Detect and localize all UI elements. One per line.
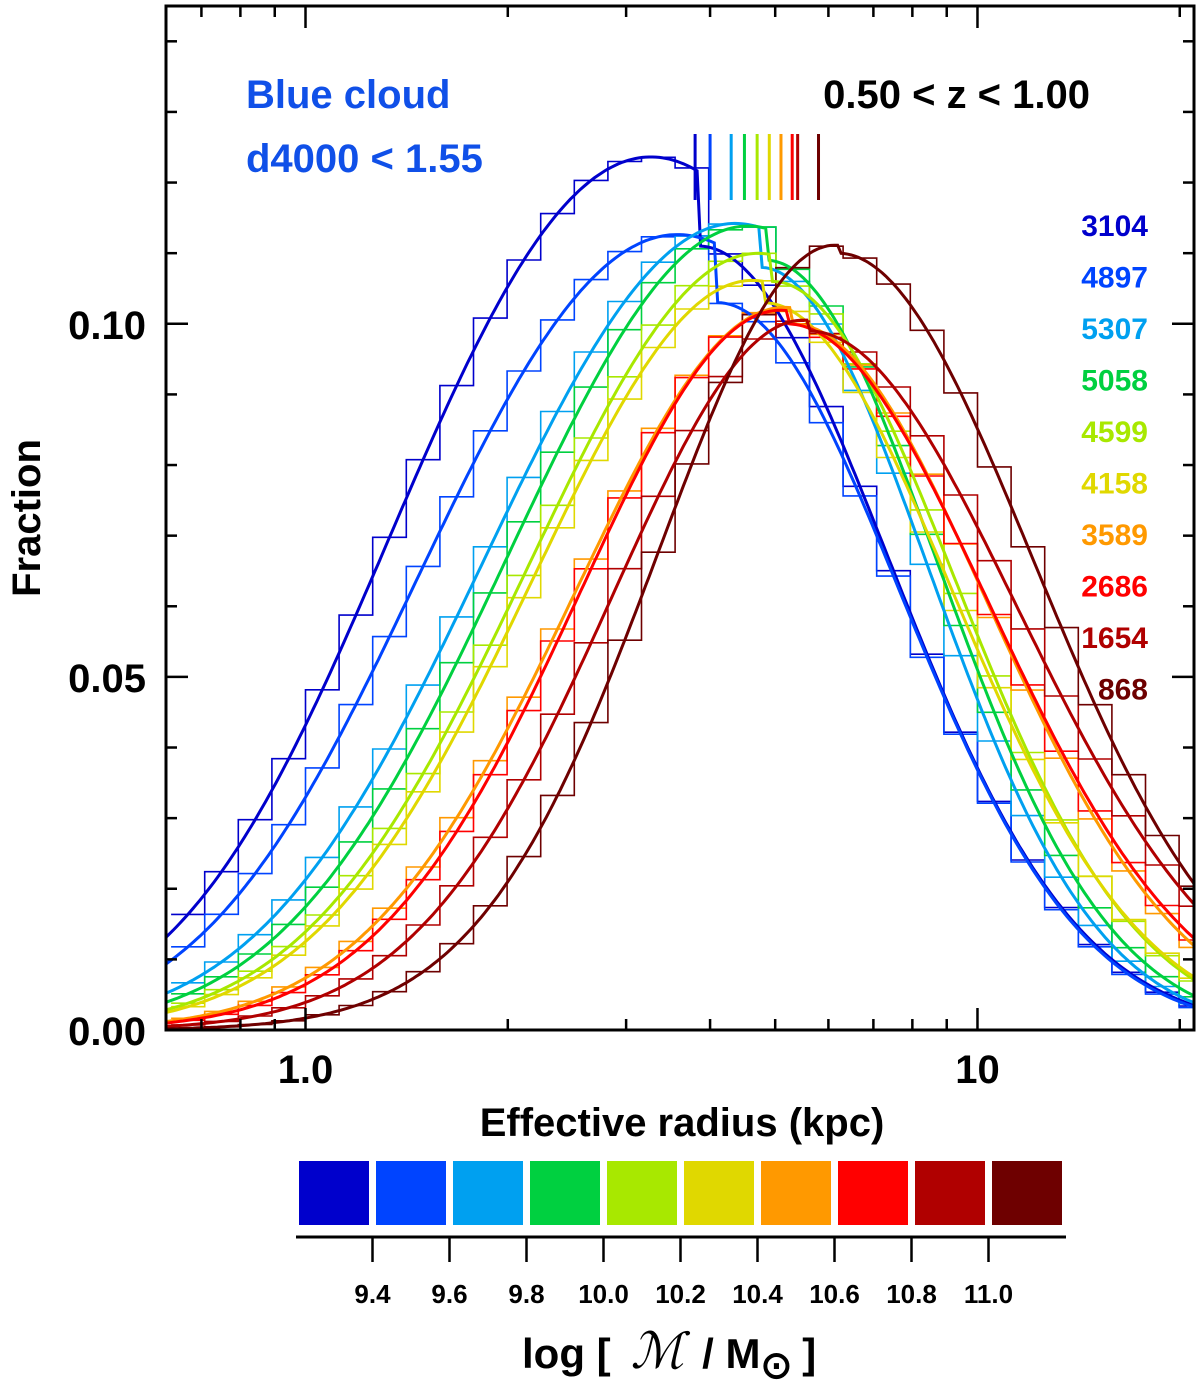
count-labels: 3104 4897 5307 5058 4599 4158 3589 2686 1654 868	[1081, 210, 1148, 707]
mass-colorbar: 9.4 9.6 9.8 10.0 10.2 10.4 10.6 10.8 11.0	[296, 1161, 1066, 1309]
y-axis-title: Fraction	[5, 439, 49, 597]
curve-10.4-10.6	[165, 305, 1196, 1023]
colorbar-swatch-11.0-11.2	[992, 1161, 1062, 1225]
count-label-10.0-10.2: 4599	[1081, 416, 1148, 449]
histogram-10.8-11.0	[171, 320, 1194, 1026]
plot-frame	[164, 4, 1196, 1032]
colorbar-swatch-10.4-10.6	[761, 1161, 831, 1225]
colorbar-swatch-10.8-11.0	[915, 1161, 985, 1225]
colorbar-tick-label: 10.6	[809, 1279, 860, 1309]
colorbar-tick-label: 10.2	[655, 1279, 706, 1309]
y-tick-label: 0.05	[68, 657, 146, 701]
d4000-cut-label: d4000 < 1.55	[246, 137, 483, 181]
count-label-9.8-10.0: 5058	[1081, 365, 1148, 398]
colorbar-tick-label: 10.0	[578, 1279, 629, 1309]
colorbar-swatch-10.0-10.2	[607, 1161, 677, 1225]
curve-10.2-10.4	[165, 278, 1195, 1014]
x-tick-labels: 1.0 10	[278, 1048, 1000, 1092]
curve-9.6-9.8	[165, 221, 1195, 1005]
curve-10.8-11.0	[165, 318, 1196, 1028]
smoothed-curve-layer	[164, 155, 1196, 1031]
colorbar-tick-label: 9.4	[354, 1279, 391, 1309]
axes-frame	[164, 4, 1196, 1032]
sun-symbol: ⊙	[760, 1345, 792, 1384]
colorbar-swatch-9.4-9.6	[376, 1161, 446, 1225]
count-label-9.6-9.8: 5307	[1081, 313, 1148, 346]
histogram-layer	[171, 156, 1194, 1029]
count-label-10.4-10.6: 3589	[1081, 519, 1148, 552]
median-markers	[693, 134, 821, 200]
y-tick-labels: 0.00 0.05 0.10	[68, 304, 146, 1054]
colorbar-swatch-10.2-10.4	[684, 1161, 754, 1225]
colorbar-swatch-9.8-10.0	[530, 1161, 600, 1225]
count-label-10.2-10.4: 4158	[1081, 468, 1148, 501]
colorbar-tick-label: 9.6	[431, 1279, 467, 1309]
colorbar-swatch-10.6-10.8	[838, 1161, 908, 1225]
curve-10.6-10.8	[165, 308, 1196, 1025]
colorbar-title: log [ ℳ / M⊙]	[522, 1322, 816, 1384]
count-label-11.0-11.2: 868	[1098, 674, 1148, 707]
colorbar-swatch-9.2-9.4	[299, 1161, 369, 1225]
y-tick-label: 0.00	[68, 1010, 146, 1054]
curve-10.0-10.2	[165, 251, 1195, 1012]
curve-9.4-9.6	[165, 233, 1195, 1009]
count-label-10.6-10.8: 2686	[1081, 571, 1148, 604]
colorbar-tick-label: 9.8	[508, 1279, 544, 1309]
count-label-9.2-9.4: 3104	[1081, 210, 1148, 243]
y-tick-label: 0.10	[68, 304, 146, 348]
colorbar-title-prefix: log [	[522, 1330, 611, 1377]
colorbar-tick-label: 10.8	[886, 1279, 937, 1309]
curve-11.0-11.2	[165, 243, 1196, 1031]
colorbar-title-suffix: ]	[802, 1330, 816, 1377]
x-tick-label: 10	[955, 1048, 1000, 1092]
colorbar-tick-label: 11.0	[964, 1279, 1013, 1309]
count-label-9.4-9.6: 4897	[1081, 262, 1148, 295]
x-axis-title: Effective radius (kpc)	[480, 1101, 885, 1145]
redshift-label: 0.50 < z < 1.00	[823, 73, 1090, 117]
count-label-10.8-11.0: 1654	[1081, 622, 1148, 655]
x-tick-label: 1.0	[278, 1048, 334, 1092]
mass-symbol: ℳ	[631, 1322, 691, 1380]
curve-9.8-10.0	[165, 224, 1195, 1004]
colorbar-title-mid: / M	[702, 1330, 760, 1377]
colorbar-swatch-9.6-9.8	[453, 1161, 523, 1225]
sample-label: Blue cloud	[246, 73, 450, 117]
histogram-9.4-9.6	[171, 235, 1194, 1009]
colorbar-tick-label: 10.4	[732, 1279, 783, 1309]
axis-ticks	[166, 6, 1194, 1032]
